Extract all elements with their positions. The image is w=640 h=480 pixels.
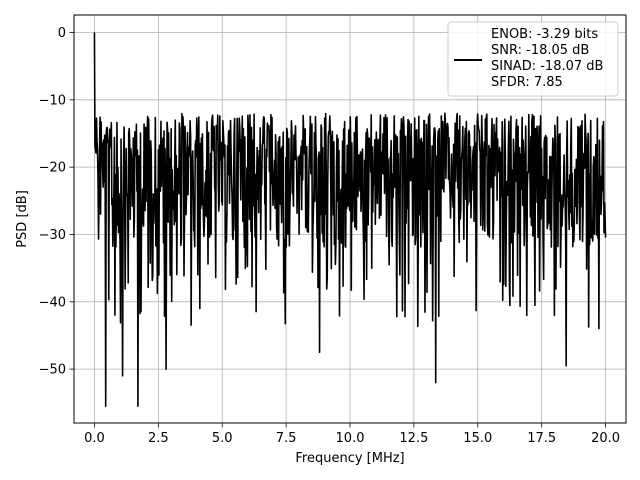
y-tick-label: −30 [39, 228, 66, 243]
legend-entry: SNR: -18.05 dB [491, 43, 589, 58]
y-tick-label: −40 [39, 295, 66, 310]
x-tick-label: 7.5 [276, 431, 297, 446]
legend-box [447, 21, 619, 97]
y-axis-label: PSD [dB] [15, 190, 30, 248]
legend-entry: SFDR: 7.85 [491, 75, 563, 90]
x-tick-label: 5.0 [212, 431, 233, 446]
x-axis-ticks: 0.0 2.5 5.0 7.5 10.0 12.5 15.0 17.5 20.0 [84, 423, 620, 446]
psd-series-line [93, 32, 607, 407]
x-tick-label: 20.0 [591, 431, 620, 446]
x-axis-label: Frequency [MHz] [295, 451, 404, 466]
x-tick-label: 2.5 [148, 431, 169, 446]
y-tick-label: −20 [39, 161, 66, 176]
y-axis-ticks: 0 −10 −20 −30 −40 −50 [39, 26, 74, 378]
x-tick-label: 10.0 [336, 431, 365, 446]
legend-entry: ENOB: -3.29 bits [491, 27, 598, 42]
y-tick-label: 0 [58, 26, 66, 41]
x-tick-label: 0.0 [84, 431, 105, 446]
y-tick-label: −10 [39, 93, 66, 108]
y-tick-label: −50 [39, 363, 66, 378]
x-tick-label: 12.5 [399, 431, 428, 446]
x-tick-label: 15.0 [463, 431, 492, 446]
x-tick-label: 17.5 [527, 431, 556, 446]
legend-entry: SINAD: -18.07 dB [491, 59, 603, 74]
series-layer [93, 32, 607, 407]
